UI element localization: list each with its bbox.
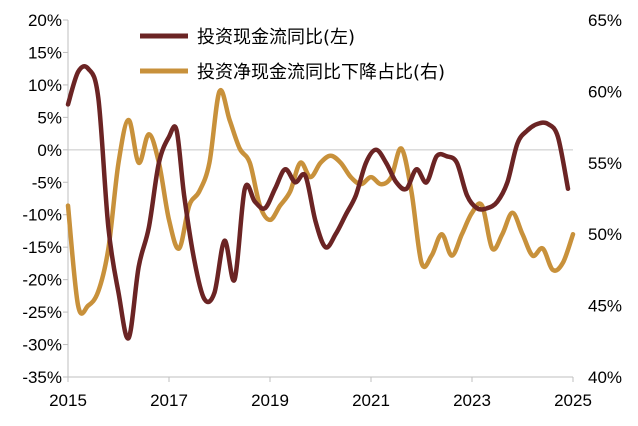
right-tick-label: 55% [588,154,622,173]
right-axis: 65% 60% 55% 50% 45% 40% [588,11,622,387]
left-tick-label: 5% [37,108,62,127]
left-tick-label: 15% [28,43,62,62]
left-tick-label: -5% [32,173,62,192]
x-axis: 2015 2017 2019 2021 2023 2025 [49,376,592,410]
left-tick-label: -20% [22,271,62,290]
right-tick-label: 60% [588,82,622,101]
x-tick-label: 2017 [150,391,188,410]
right-tick-label: 65% [588,11,622,30]
legend-label: 投资现金流同比(左) [197,27,355,48]
legend-label: 投资净现金流同比下降占比(右) [197,62,445,83]
series-layer [65,64,576,341]
x-tick-label: 2021 [352,391,390,410]
left-tick-label: -15% [22,238,62,257]
left-tick-label: 20% [28,11,62,30]
x-tick-label: 2019 [251,391,289,410]
left-axis: 20% 15% 10% 5% 0% -5% -10% -15% -20% -25% -30% -35% [22,11,69,387]
left-tick-label: 0% [37,141,62,160]
left-tick-label: -25% [22,303,62,322]
left-tick-label: -30% [22,336,62,355]
x-tick-label: 2015 [49,391,87,410]
series-line-right [65,87,576,316]
left-tick-label: 10% [28,76,62,95]
right-tick-label: 40% [588,368,622,387]
left-tick-label: -35% [22,368,62,387]
right-tick-label: 50% [588,225,622,244]
right-tick-label: 45% [588,297,622,316]
series-line-left [65,64,571,341]
x-tick-label: 2025 [554,391,592,410]
x-tick-label: 2023 [453,391,491,410]
left-tick-label: -10% [22,206,62,225]
legend: 投资现金流同比(左) 投资净现金流同比下降占比(右) [140,27,445,83]
